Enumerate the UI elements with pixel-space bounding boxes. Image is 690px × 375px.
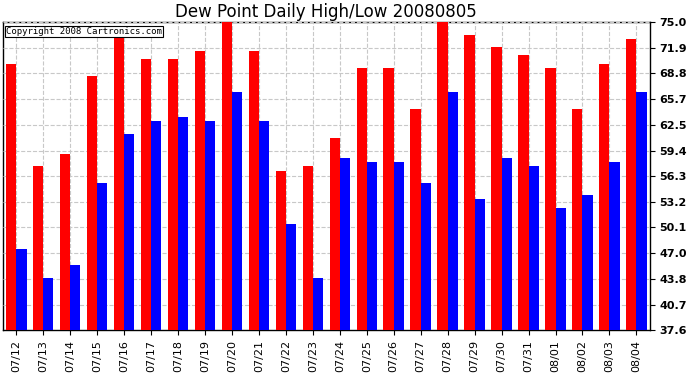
Bar <box>286 224 296 330</box>
Bar <box>636 92 647 330</box>
Bar <box>124 134 135 330</box>
Bar <box>6 63 17 330</box>
Bar <box>599 63 609 330</box>
Bar <box>555 208 566 330</box>
Bar <box>97 183 108 330</box>
Bar <box>17 249 26 330</box>
Bar <box>60 154 70 330</box>
Bar <box>221 18 232 330</box>
Bar <box>357 68 367 330</box>
Bar <box>394 162 404 330</box>
Bar <box>545 68 555 330</box>
Bar <box>437 18 448 330</box>
Bar <box>491 47 502 330</box>
Bar <box>464 35 475 330</box>
Bar <box>384 68 394 330</box>
Bar <box>303 166 313 330</box>
Bar <box>572 109 582 330</box>
Bar <box>232 92 242 330</box>
Text: Copyright 2008 Cartronics.com: Copyright 2008 Cartronics.com <box>6 27 162 36</box>
Bar <box>87 76 97 330</box>
Bar <box>248 51 259 330</box>
Bar <box>70 265 81 330</box>
Bar <box>475 200 485 330</box>
Title: Dew Point Daily High/Low 20080805: Dew Point Daily High/Low 20080805 <box>175 3 477 21</box>
Bar <box>330 138 339 330</box>
Bar <box>529 166 539 330</box>
Bar <box>582 195 593 330</box>
Bar <box>609 162 620 330</box>
Bar <box>141 59 151 330</box>
Bar <box>411 109 421 330</box>
Bar <box>367 162 377 330</box>
Bar <box>518 55 529 330</box>
Bar <box>421 183 431 330</box>
Bar <box>448 92 458 330</box>
Bar <box>43 278 53 330</box>
Bar <box>259 121 269 330</box>
Bar <box>502 158 512 330</box>
Bar <box>205 121 215 330</box>
Bar <box>313 278 323 330</box>
Bar <box>195 51 205 330</box>
Bar <box>168 59 178 330</box>
Bar <box>339 158 350 330</box>
Bar <box>114 35 124 330</box>
Bar <box>275 171 286 330</box>
Bar <box>151 121 161 330</box>
Bar <box>626 39 636 330</box>
Bar <box>178 117 188 330</box>
Bar <box>33 166 43 330</box>
